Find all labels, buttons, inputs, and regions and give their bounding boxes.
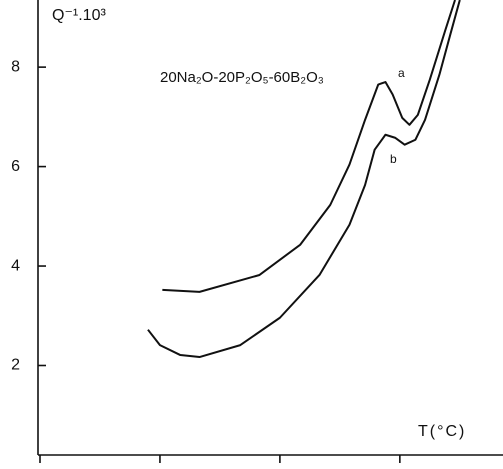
series-label: a (398, 66, 405, 80)
annotation: 20Na₂O-20P₂O₅-60B₂O₃ (160, 69, 324, 86)
x-axis-label: T(°C) (418, 423, 466, 440)
y-axis-label: Q⁻¹.10³ (52, 7, 106, 24)
y-tick-label: 8 (11, 58, 20, 75)
y-tick-label: 6 (11, 158, 20, 175)
y-tick-label: 2 (11, 357, 20, 374)
series-label: b (390, 152, 397, 166)
curve (147, 0, 461, 359)
y-tick-label: 4 (11, 257, 20, 274)
curve (162, 0, 456, 293)
